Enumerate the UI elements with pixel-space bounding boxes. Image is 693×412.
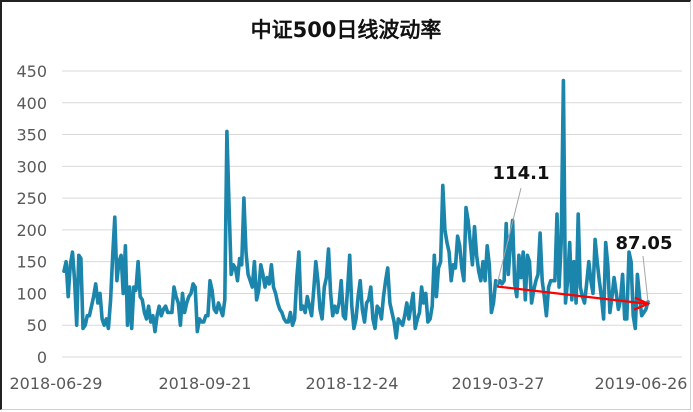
y-tick-label: 400	[16, 94, 47, 113]
y-tick-label: 200	[16, 221, 47, 240]
y-tick-label: 300	[16, 157, 47, 176]
x-tick-label: 2018-06-29	[10, 374, 103, 393]
y-axis-ticks: 0 50 100 150 200 250 300 350 400 450	[16, 62, 47, 367]
x-tick-label: 2018-09-21	[159, 374, 252, 393]
x-tick-label: 2019-03-27	[452, 374, 545, 393]
leader-line	[642, 255, 649, 302]
y-tick-label: 0	[37, 348, 47, 367]
arrow-head-icon	[633, 296, 651, 311]
y-tick-label: 350	[16, 126, 47, 145]
y-tick-label: 450	[16, 62, 47, 81]
annotation-end-value: 87.05	[616, 233, 673, 254]
chart-title: 中证500日线波动率	[250, 18, 442, 42]
annotation-start-value: 114.1	[493, 163, 550, 184]
trend-arrow	[496, 285, 647, 305]
y-tick-label: 150	[16, 253, 47, 272]
x-tick-label: 2018-12-24	[306, 374, 399, 393]
annotations: 114.1 87.05	[493, 163, 673, 311]
x-axis-ticks: 2018-06-29 2018-09-21 2018-12-24 2019-03-27…	[10, 374, 688, 393]
y-tick-label: 250	[16, 189, 47, 208]
volatility-line	[62, 78, 650, 340]
leader-line	[496, 187, 522, 285]
x-tick-label: 2019-06-26	[595, 374, 688, 393]
y-tick-label: 50	[27, 316, 47, 335]
y-tick-label: 100	[16, 284, 47, 303]
